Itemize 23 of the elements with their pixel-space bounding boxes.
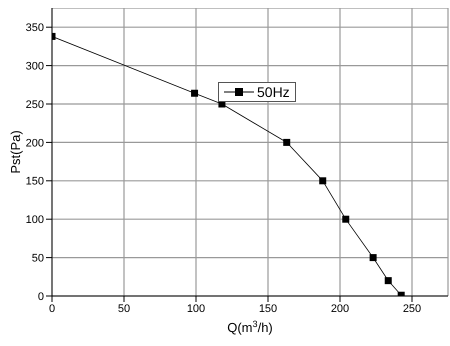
x-tick-label: 200 — [330, 302, 350, 315]
y-tick-label: 50 — [32, 252, 44, 265]
point — [283, 138, 290, 146]
y-tick-label: 350 — [26, 22, 44, 34]
legend-label: 50Hz — [257, 84, 290, 100]
x-axis-title: Q(m$^{3}$/h) — [227, 319, 273, 335]
point — [370, 254, 377, 262]
y-tick-label: 250 — [26, 98, 44, 111]
x-tick-label: 50 — [118, 302, 130, 315]
x-tick-label: 100 — [186, 302, 206, 315]
y-tick-label: 200 — [26, 137, 44, 150]
x-tick-label: 150 — [258, 302, 278, 315]
point — [191, 90, 198, 97]
point — [319, 177, 326, 184]
y-tick-label: 100 — [26, 214, 44, 226]
y-tick-label: 150 — [26, 176, 44, 188]
y-axis-title: Pst(Pa) — [8, 130, 23, 174]
point — [342, 216, 350, 223]
point — [384, 277, 392, 284]
y-tick-label: 0 — [38, 290, 44, 303]
x-tick-label: 0 — [48, 302, 56, 315]
y-tick-label: 300 — [26, 60, 44, 73]
x-tick-label: 250 — [402, 302, 422, 315]
